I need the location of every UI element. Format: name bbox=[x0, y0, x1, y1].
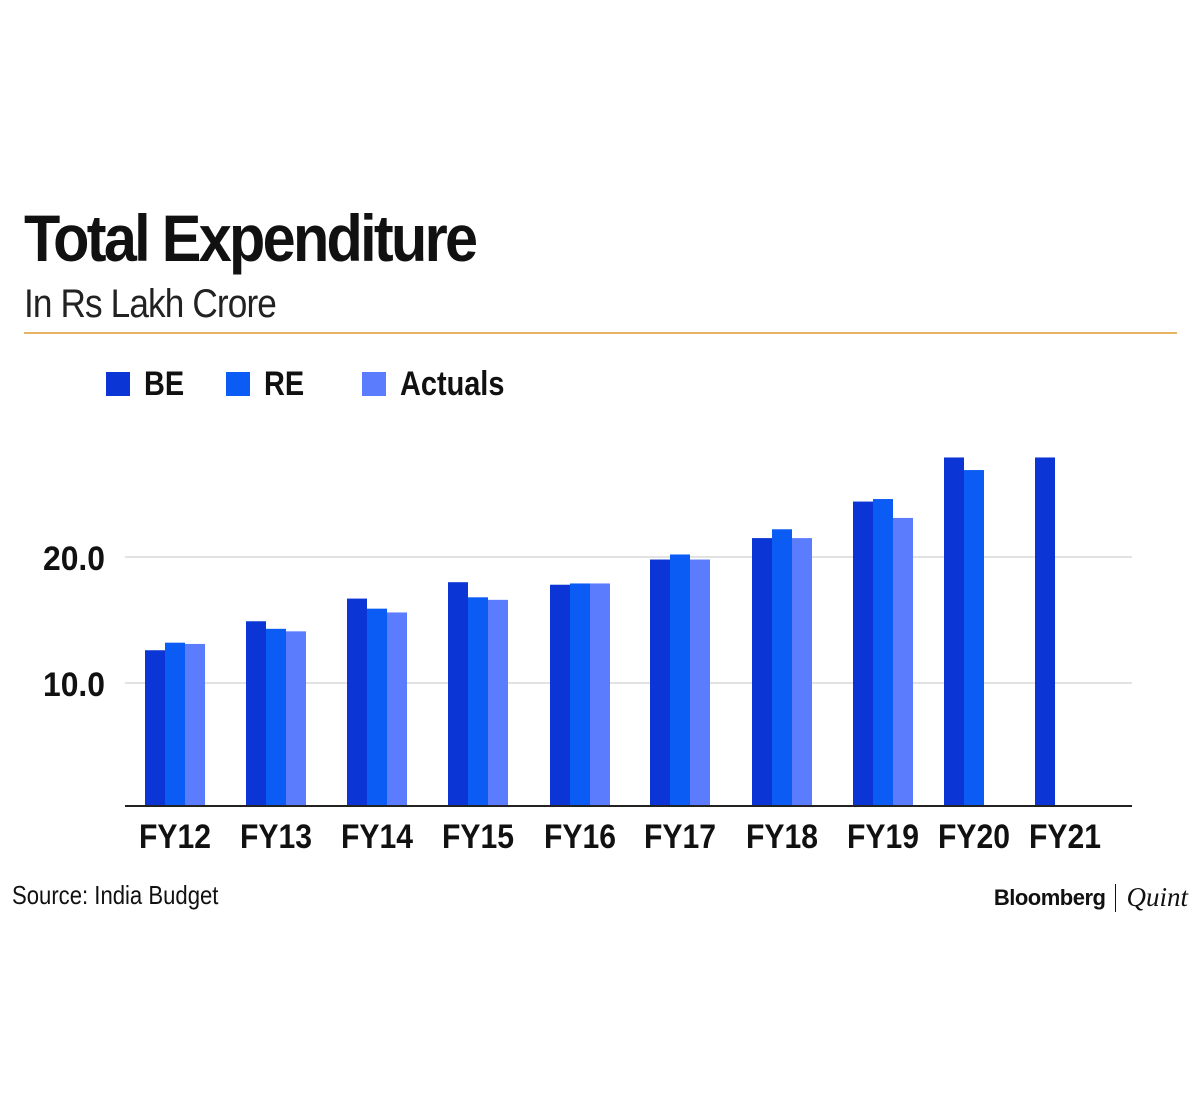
x-tick-label: FY12 bbox=[139, 818, 211, 856]
bar-be-fy13 bbox=[246, 621, 266, 806]
bar-actuals-fy14 bbox=[387, 612, 407, 806]
brand-logo-divider bbox=[1115, 883, 1117, 912]
x-tick-label: FY20 bbox=[938, 818, 1010, 856]
bar-re-fy14 bbox=[367, 608, 387, 806]
chart-subtitle: In Rs Lakh Crore bbox=[24, 282, 277, 326]
source-note: Source: India Budget bbox=[12, 880, 219, 910]
bar-re-fy17 bbox=[670, 554, 690, 806]
bar-actuals-fy19 bbox=[893, 517, 913, 806]
brand-logo-secondary: Quint bbox=[1126, 882, 1188, 912]
chart-title: Total Expenditure bbox=[24, 201, 478, 275]
bar-be-fy12 bbox=[145, 650, 165, 806]
bar-actuals-fy13 bbox=[286, 631, 306, 806]
legend-label: Actuals bbox=[400, 364, 505, 403]
bar-re-fy18 bbox=[772, 529, 792, 806]
bar-re-fy16 bbox=[570, 583, 590, 806]
bar-re-fy19 bbox=[873, 499, 893, 806]
x-tick-label: FY15 bbox=[442, 818, 514, 856]
brand-logo: Bloomberg Quint bbox=[994, 882, 1188, 913]
bar-actuals-fy17 bbox=[690, 559, 710, 806]
x-tick-label: FY16 bbox=[544, 818, 616, 856]
legend-item-re: RE bbox=[226, 362, 311, 406]
legend-label: RE bbox=[264, 364, 305, 403]
bar-be-fy18 bbox=[752, 538, 772, 806]
x-tick-label: FY14 bbox=[341, 818, 413, 856]
bar-actuals-fy15 bbox=[488, 599, 508, 806]
bar-actuals-fy18 bbox=[792, 538, 812, 806]
title-divider bbox=[24, 332, 1177, 334]
bar-be-fy19 bbox=[853, 501, 873, 806]
bar-re-fy15 bbox=[468, 597, 488, 806]
bar-actuals-fy16 bbox=[590, 583, 610, 806]
x-tick-label: FY13 bbox=[240, 818, 312, 856]
bar-be-fy21 bbox=[1035, 457, 1055, 806]
bar-re-fy20 bbox=[964, 470, 984, 806]
legend-item-be: BE bbox=[106, 362, 191, 406]
legend-swatch bbox=[362, 372, 386, 396]
legend-label: BE bbox=[144, 364, 185, 403]
x-tick-label: FY19 bbox=[847, 818, 919, 856]
legend-swatch bbox=[106, 372, 130, 396]
legend-swatch bbox=[226, 372, 250, 396]
bar-re-fy12 bbox=[165, 642, 185, 806]
x-tick-label: FY17 bbox=[644, 818, 716, 856]
x-tick-label: FY18 bbox=[746, 818, 818, 856]
y-tick-label: 20.0 bbox=[43, 540, 105, 578]
x-tick-label: FY21 bbox=[1029, 818, 1101, 856]
brand-logo-primary: Bloomberg bbox=[993, 884, 1106, 910]
bar-be-fy20 bbox=[944, 457, 964, 806]
bar-re-fy13 bbox=[266, 628, 286, 806]
bar-actuals-fy12 bbox=[185, 643, 205, 806]
bar-be-fy17 bbox=[650, 559, 670, 806]
legend-item-actuals: Actuals bbox=[362, 362, 523, 406]
bar-be-fy16 bbox=[550, 584, 570, 806]
bar-be-fy14 bbox=[347, 598, 367, 806]
bar-chart: 10.0 20.0 FY12 FY13 FY14 FY15 FY16 FY17 FY18 FY19… bbox=[43, 457, 1132, 856]
bar-be-fy15 bbox=[448, 582, 468, 806]
y-tick-label: 10.0 bbox=[43, 666, 105, 704]
